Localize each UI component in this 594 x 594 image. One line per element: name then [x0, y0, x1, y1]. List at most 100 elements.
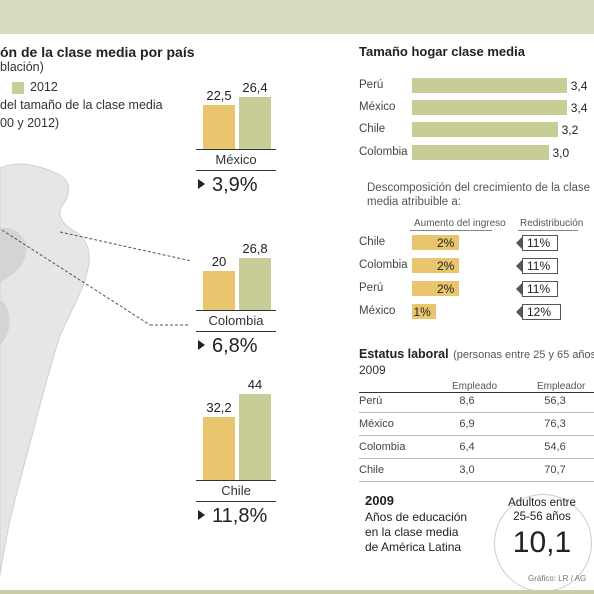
bar-baseline-colombia: [196, 310, 276, 311]
decomp-ingreso-label-peru: 2%: [437, 282, 455, 296]
estatus-rule-colombia: [359, 458, 594, 459]
decomp-redistribucion-bar-chile: [522, 235, 559, 251]
bar-label-first-chile: 32,2: [206, 400, 232, 416]
legend-swatch-2012: [12, 82, 24, 94]
country-underline-mexico: [196, 170, 276, 171]
hh-country-peru: Perú: [359, 79, 384, 91]
hh-value-chile: 3,2: [561, 123, 579, 137]
decomp-arrow-colombia: [516, 260, 522, 272]
estatus-empleado-chile: 3,0: [459, 464, 475, 476]
country-underline-colombia: [196, 331, 276, 332]
bar-first-mexico: [203, 105, 235, 149]
growth-arrow-mexico: [198, 179, 205, 189]
bar-baseline-mexico: [196, 149, 276, 150]
decomp-arrow-peru: [516, 283, 522, 295]
hh-country-chile: Chile: [359, 123, 386, 135]
estatus-subtitle: (personas entre 25 y 65 años: [453, 349, 594, 361]
left-title: ón de la clase media por país: [0, 44, 195, 60]
edu-line2: en la clase media: [365, 525, 459, 539]
descomp-title-line2: media atribuible a:: [367, 196, 461, 208]
hh-value-peru: 3,4: [570, 79, 588, 93]
bar-first-chile: [203, 417, 235, 480]
bar-label-first-colombia: 20: [211, 253, 227, 269]
estatus-header: Estatus laboral (personas entre 25 y 65 …: [359, 345, 594, 363]
growth-value-chile: 11,8%: [212, 505, 268, 527]
bar-2012-chile: [239, 394, 271, 480]
growth-value-colombia: 6,8%: [212, 335, 258, 357]
education-circle: [494, 494, 592, 592]
estatus-year: 2009: [359, 363, 386, 377]
growth-arrow-chile: [198, 510, 205, 520]
south-america-map: [0, 163, 190, 576]
estatus-title: Estatus laboral: [359, 347, 449, 361]
decomp-redistribucion-label-colombia: 11%: [527, 259, 551, 273]
hh-bar-peru: [412, 78, 567, 93]
hh-bar-colombia: [412, 145, 549, 160]
estatus-empleador-peru: 56,3: [544, 395, 566, 407]
bar-2012-mexico: [239, 97, 271, 149]
circle-value: 10,1: [512, 526, 572, 559]
estatus-empleado-colombia: 6,4: [459, 441, 475, 453]
bar-baseline-chile: [196, 480, 276, 481]
decomp-country-peru: Perú: [359, 282, 384, 294]
left-desc-line2: 00 y 2012): [0, 116, 60, 130]
col-redistribucion-rule: [518, 230, 578, 231]
estatus-rule-peru: [359, 412, 594, 413]
decomp-country-mexico: México: [359, 305, 396, 317]
estatus-country-colombia: Colombia: [359, 441, 406, 453]
col-ingreso: Aumento del ingreso: [414, 218, 506, 229]
edu-line3: de América Latina: [365, 540, 462, 554]
decomp-arrow-mexico: [516, 306, 522, 318]
tamano-title: Tamaño hogar clase media: [359, 44, 525, 59]
growth-value-mexico: 3,9%: [212, 174, 258, 196]
circle-line1: Adultos entre: [508, 497, 576, 509]
country-underline-chile: [196, 501, 276, 502]
decomp-arrow-chile: [516, 237, 522, 249]
leader-colombia-upper: [59, 231, 190, 262]
hh-bar-mexico: [412, 100, 567, 115]
left-subtitle: blación): [0, 60, 44, 74]
country-label-colombia: Colombia: [208, 313, 264, 328]
estatus-empleador-colombia: 54,6: [544, 441, 566, 453]
hh-bar-chile: [412, 122, 558, 137]
estatus-empleador-chile: 70,7: [544, 464, 566, 476]
leader-colombia: [1, 229, 151, 326]
hh-country-mexico: México: [359, 101, 396, 113]
estatus-empleado-peru: 8,6: [459, 395, 475, 407]
bottom-band: [0, 590, 594, 594]
legend-label-2012: 2012: [30, 80, 58, 94]
bar-label-first-mexico: 22,5: [206, 88, 232, 104]
estatus-rule-mexico: [359, 435, 594, 436]
estatus-rule-top: [359, 392, 594, 393]
source-credit: Gráfico: LR / AG: [528, 574, 587, 583]
decomp-country-colombia: Colombia: [359, 259, 408, 271]
decomp-ingreso-bar-colombia: [412, 258, 459, 273]
decomp-ingreso-label-mexico: 1%: [413, 305, 431, 319]
bar-label-2012-colombia: 26,8: [242, 240, 268, 256]
map-region-peru: [0, 300, 10, 346]
estatus-empleador-mexico: 76,3: [544, 418, 566, 430]
estatus-empleado-mexico: 6,9: [459, 418, 475, 430]
map-shape: [0, 163, 90, 576]
decomp-ingreso-label-chile: 2%: [437, 236, 455, 250]
col-redistribucion: Redistribución: [520, 218, 584, 229]
estatus-rule-chile: [359, 481, 594, 482]
col-empleador: Empleador: [537, 381, 586, 392]
circle-line2: 25-56 años: [513, 511, 571, 523]
bar-label-2012-chile: 44: [247, 377, 263, 392]
col-empleado: Empleado: [452, 381, 498, 392]
bar-label-2012-mexico: 26,4: [242, 80, 268, 96]
decomp-redistribucion-bar-colombia: [522, 258, 559, 274]
edu-year: 2009: [365, 493, 394, 508]
estatus-country-chile: Chile: [359, 464, 385, 476]
decomp-ingreso-bar-mexico: [412, 304, 436, 319]
hh-country-colombia: Colombia: [359, 146, 408, 158]
bar-first-colombia: [203, 270, 235, 310]
left-desc-line1: del tamaño de la clase media: [0, 98, 163, 112]
decomp-redistribucion-bar-peru: [522, 281, 559, 297]
estatus-country-peru: Perú: [359, 395, 383, 407]
decomp-ingreso-label-colombia: 2%: [437, 259, 455, 273]
decomp-redistribucion-label-mexico: 12%: [527, 305, 552, 319]
hh-value-colombia: 3,0: [552, 146, 570, 160]
